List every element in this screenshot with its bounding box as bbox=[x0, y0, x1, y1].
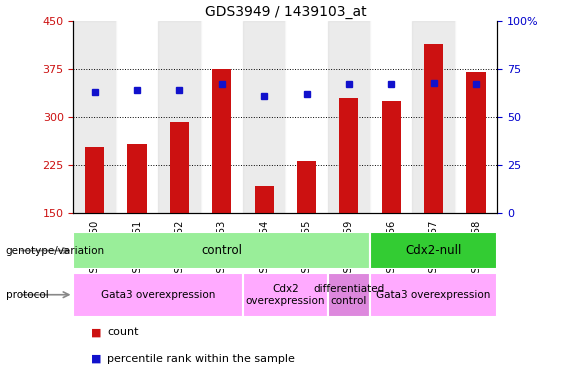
Bar bbox=[158, 21, 201, 213]
Bar bbox=[255, 185, 273, 213]
Text: Cdx2-null: Cdx2-null bbox=[406, 244, 462, 257]
Bar bbox=[212, 69, 231, 213]
Bar bbox=[424, 43, 443, 213]
Title: GDS3949 / 1439103_at: GDS3949 / 1439103_at bbox=[205, 5, 366, 19]
Text: differentiated
control: differentiated control bbox=[313, 284, 385, 306]
Bar bbox=[370, 21, 412, 213]
Bar bbox=[243, 21, 285, 213]
Bar bbox=[412, 21, 455, 213]
Bar bbox=[243, 273, 328, 317]
Text: count: count bbox=[107, 327, 139, 337]
Text: ■: ■ bbox=[91, 327, 101, 337]
Text: protocol: protocol bbox=[6, 290, 49, 300]
Bar bbox=[285, 21, 328, 213]
Text: control: control bbox=[201, 244, 242, 257]
Bar bbox=[73, 21, 116, 213]
Bar bbox=[116, 21, 158, 213]
Bar bbox=[201, 21, 243, 213]
Bar bbox=[170, 122, 189, 213]
Bar bbox=[455, 21, 497, 213]
Text: ■: ■ bbox=[91, 354, 101, 364]
Bar bbox=[128, 144, 146, 213]
Bar bbox=[328, 273, 370, 317]
Bar bbox=[297, 161, 316, 213]
Text: percentile rank within the sample: percentile rank within the sample bbox=[107, 354, 295, 364]
Text: Gata3 overexpression: Gata3 overexpression bbox=[376, 290, 491, 300]
Bar bbox=[370, 273, 497, 317]
Text: genotype/variation: genotype/variation bbox=[6, 245, 105, 256]
Bar bbox=[73, 273, 243, 317]
Bar bbox=[328, 21, 370, 213]
Bar bbox=[73, 232, 370, 269]
Bar bbox=[467, 72, 485, 213]
Text: Cdx2
overexpression: Cdx2 overexpression bbox=[246, 284, 325, 306]
Bar bbox=[370, 232, 497, 269]
Text: Gata3 overexpression: Gata3 overexpression bbox=[101, 290, 215, 300]
Bar bbox=[85, 147, 104, 213]
Bar bbox=[340, 98, 358, 213]
Bar bbox=[382, 101, 401, 213]
